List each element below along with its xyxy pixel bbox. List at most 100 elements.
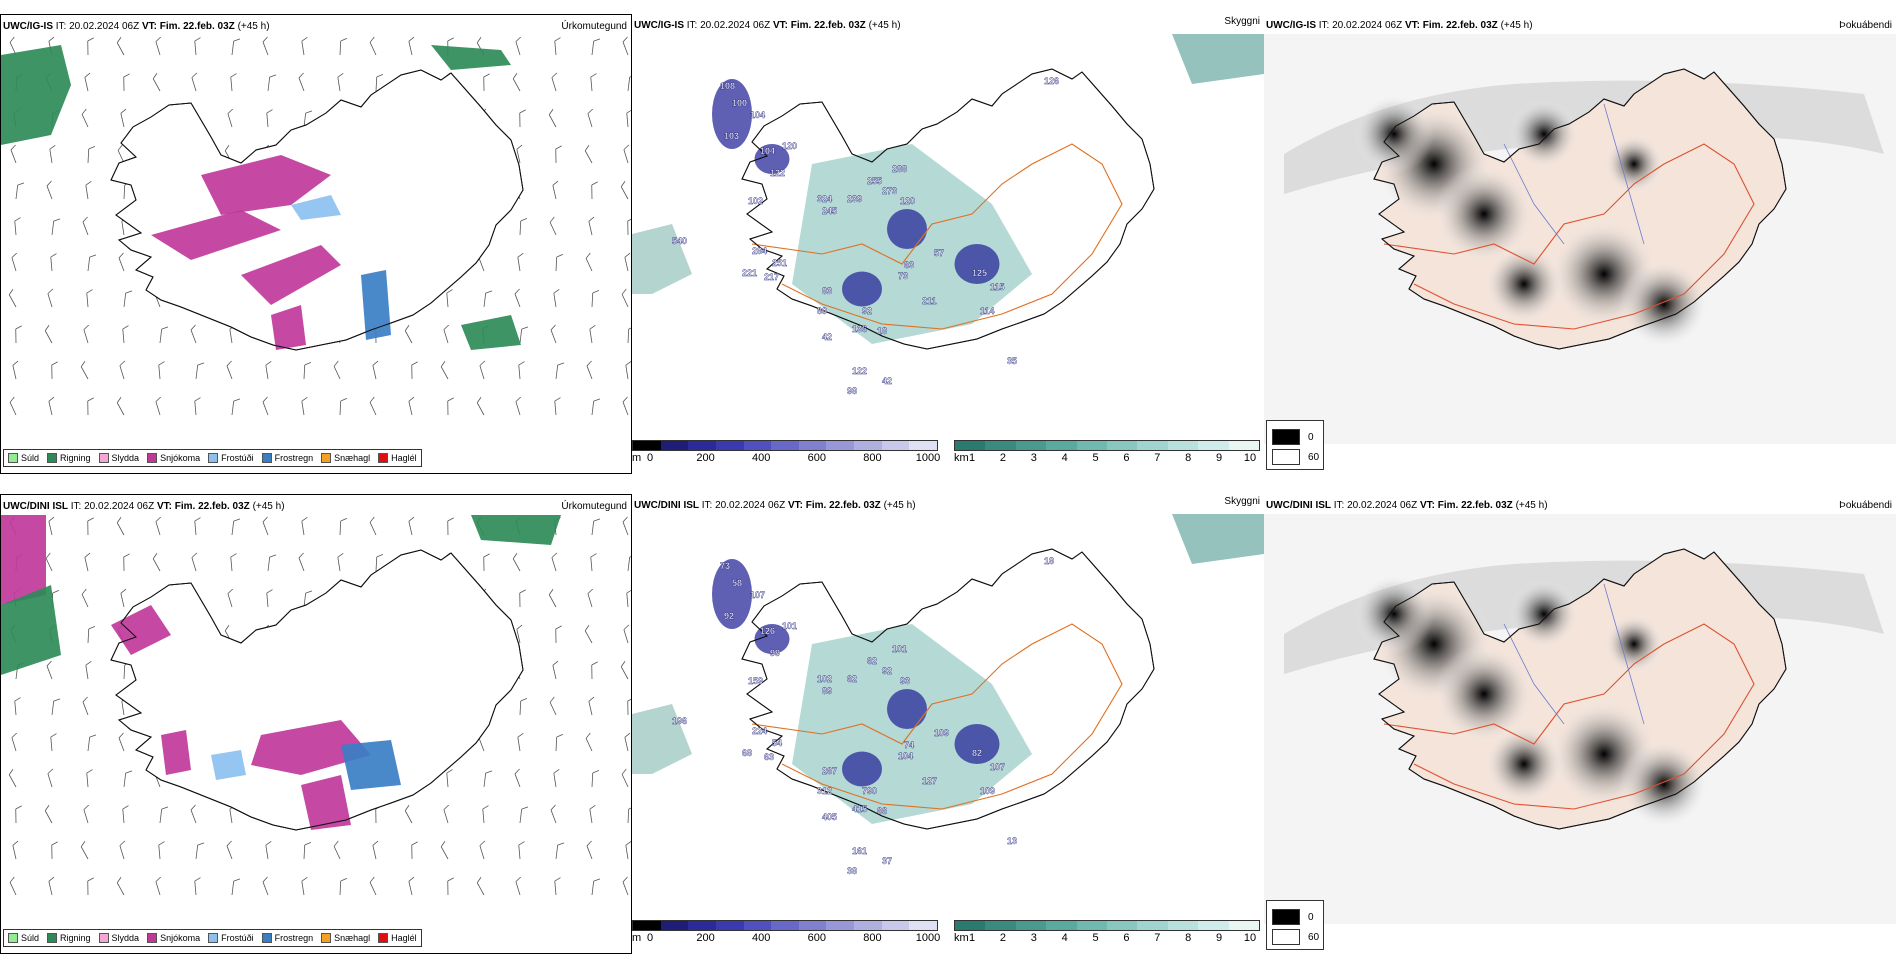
- visibility-value-label: 18: [1044, 556, 1054, 566]
- legend-item: Súld: [8, 453, 39, 463]
- legend-label: Frostúði: [221, 933, 254, 943]
- fog-area: [1619, 259, 1709, 349]
- scale-tick: 200: [696, 932, 714, 944]
- scale-tick: 7: [1154, 452, 1160, 464]
- scale-tick: 4: [1062, 452, 1068, 464]
- legend-label: Slydda: [112, 933, 140, 943]
- scale-tick: 5: [1092, 452, 1098, 464]
- visibility-value-label: 211: [922, 296, 937, 306]
- legend-label: Rigning: [60, 453, 91, 463]
- fog-swatch-high: [1272, 929, 1300, 945]
- legend-swatch: [208, 453, 218, 463]
- fog-legend: 0 60: [1266, 420, 1324, 470]
- visibility-value-label: 122: [852, 366, 867, 376]
- fog-label-low: 0: [1308, 912, 1314, 923]
- fog-area: [1604, 614, 1664, 674]
- legend-swatch: [99, 453, 109, 463]
- low-cloud-area: [955, 724, 1000, 764]
- visibility-value-label: 126: [1044, 76, 1059, 86]
- visibility-value-label: 109: [934, 728, 949, 738]
- scale-tick: 600: [808, 932, 826, 944]
- visibility-value-label: 115: [990, 282, 1005, 292]
- legend-item: Súld: [8, 933, 39, 943]
- panel-tag: Úrkomutegund: [561, 501, 627, 512]
- low-cloud-area: [887, 209, 927, 249]
- legend-item: Haglél: [378, 453, 417, 463]
- fog-index-map: [1264, 34, 1896, 444]
- scale-tick: 800: [863, 932, 881, 944]
- legend-swatch: [8, 933, 18, 943]
- scale-tick: 4: [1062, 932, 1068, 944]
- panel-title: UWC/IG-IS IT: 20.02.2024 06Z VT: Fim. 22…: [634, 20, 901, 32]
- visibility-value-label: 415: [852, 804, 867, 814]
- visibility-value-label: 58: [732, 578, 742, 588]
- visibility-value-label: 74: [904, 740, 914, 750]
- scale-tick: 5: [1092, 932, 1098, 944]
- legend-swatch: [321, 453, 331, 463]
- legend-label: Haglél: [391, 453, 417, 463]
- visibility-value-label: 62: [847, 674, 857, 684]
- scale-tick: 1000: [916, 452, 940, 464]
- scale-unit: km: [954, 932, 969, 944]
- visibility-value-label: 127: [922, 776, 937, 786]
- scale-tick: 1: [969, 932, 975, 944]
- precip-area: [361, 270, 391, 340]
- scale-tick: 8: [1185, 932, 1191, 944]
- legend-item: Frostregn: [262, 453, 314, 463]
- legend-label: Snæhagl: [334, 933, 370, 943]
- low-cloud-area: [955, 244, 1000, 284]
- legend-label: Frostúði: [221, 453, 254, 463]
- fog-legend: 0 60: [1266, 900, 1324, 950]
- visibility-value-label: 63: [764, 752, 774, 762]
- visibility-value-label: 126: [760, 626, 775, 636]
- scale-tick: 8: [1185, 452, 1191, 464]
- legend-swatch: [378, 933, 388, 943]
- visibility-value-label: 99: [770, 648, 780, 658]
- fog-area: [1604, 134, 1664, 194]
- legend-item: Snjókoma: [147, 453, 200, 463]
- precip-area: [471, 515, 561, 545]
- scale-tick: 1000: [916, 932, 940, 944]
- visibility-value-label: 103: [724, 131, 739, 141]
- low-cloud-area: [842, 272, 882, 307]
- scale-tick: 6: [1123, 932, 1129, 944]
- visibility-value-label: 284: [752, 246, 767, 256]
- legend-swatch: [147, 933, 157, 943]
- panel-tag: Þokuábendi: [1839, 500, 1892, 511]
- visibility-value-label: 790: [862, 786, 877, 796]
- visibility-value-label: 104: [760, 146, 775, 156]
- visibility-value-label: 37: [882, 856, 892, 866]
- visibility-value-label: 13: [1007, 836, 1017, 846]
- precip-area: [1, 45, 71, 145]
- visibility-value-label: 102: [748, 196, 763, 206]
- panel-title: UWC/IG-IS IT: 20.02.2024 06Z VT: Fim. 22…: [1266, 20, 1533, 32]
- scale-unit: m: [632, 932, 641, 944]
- scale-tick: 0: [647, 452, 653, 464]
- fog-area: [1484, 724, 1564, 804]
- fog-area: [1354, 574, 1434, 654]
- scale-tick: 7: [1154, 932, 1160, 944]
- legend-item: Snjókoma: [147, 933, 200, 943]
- legend-swatch: [99, 933, 109, 943]
- precip-area: [431, 45, 511, 70]
- visibility-value-label: 100: [732, 98, 747, 108]
- scale-tick: 10: [1244, 932, 1256, 944]
- scale-swatches: [632, 920, 938, 931]
- legend-swatch: [8, 453, 18, 463]
- visibility-value-label: 267: [822, 766, 837, 776]
- legend-swatch: [378, 453, 388, 463]
- fog-area: [1484, 244, 1564, 324]
- precip-area: [341, 740, 401, 790]
- visibility-value-label: 245: [822, 206, 837, 216]
- visibility-value-label: 83: [822, 286, 832, 296]
- visibility-value-label: 221: [742, 268, 757, 278]
- visibility-value-label: 57: [934, 248, 944, 258]
- visibility-value-label: 107: [990, 762, 1005, 772]
- scale-tick: 0: [647, 932, 653, 944]
